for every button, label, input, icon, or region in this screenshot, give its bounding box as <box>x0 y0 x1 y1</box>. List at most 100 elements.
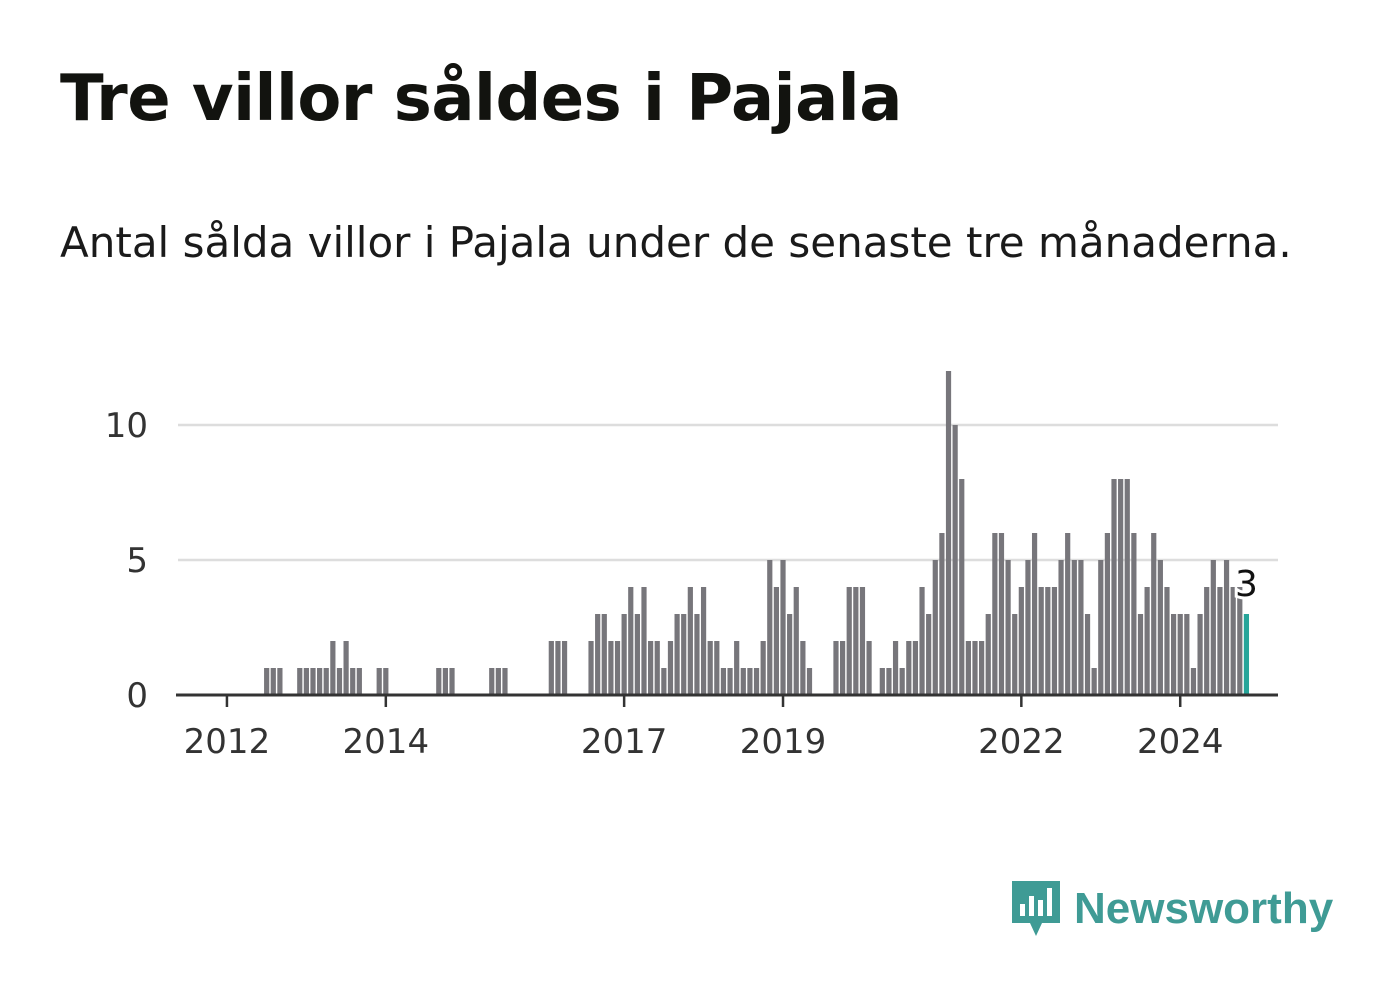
bar <box>985 614 991 695</box>
bar <box>926 614 932 695</box>
bar <box>1058 560 1064 695</box>
newsworthy-logo-icon <box>1012 881 1060 936</box>
brand-name: Newsworthy <box>1074 884 1334 933</box>
bar <box>906 641 912 695</box>
bar <box>1157 560 1163 695</box>
bar <box>992 533 998 695</box>
bar <box>1184 614 1190 695</box>
bar <box>899 668 905 695</box>
bar <box>654 641 660 695</box>
y-tick-label: 10 <box>105 406 148 446</box>
bar <box>932 560 938 695</box>
bar <box>561 641 568 695</box>
brand-logo: Newsworthy <box>1010 878 1333 940</box>
bar <box>1045 587 1051 695</box>
bar <box>621 614 627 695</box>
bar <box>773 587 779 695</box>
bar <box>317 668 323 695</box>
y-tick-label: 0 <box>126 676 148 716</box>
bar <box>614 641 621 695</box>
bar <box>297 668 303 695</box>
bar <box>1217 587 1223 695</box>
bar <box>264 668 270 695</box>
bar <box>687 587 693 695</box>
bar <box>1210 560 1216 695</box>
bar <box>780 560 786 695</box>
bar <box>859 587 866 695</box>
bar <box>330 641 336 695</box>
bar <box>588 641 594 695</box>
bar <box>760 641 766 695</box>
bar <box>700 587 707 695</box>
bar <box>1031 533 1038 695</box>
bar <box>1065 533 1071 695</box>
bar <box>674 614 680 695</box>
x-tick-label: 2024 <box>1137 722 1224 762</box>
bar <box>1151 533 1157 695</box>
bar <box>648 641 654 695</box>
bar <box>1223 560 1230 695</box>
x-tick-label: 2019 <box>740 722 827 762</box>
bar <box>376 668 382 695</box>
bar <box>1005 560 1011 695</box>
bar <box>1084 614 1091 695</box>
bar <box>694 614 700 695</box>
bar <box>1204 587 1210 695</box>
bar <box>495 668 501 695</box>
bar <box>641 587 647 695</box>
bar <box>1230 587 1236 695</box>
bar <box>727 668 733 695</box>
bar <box>720 668 727 695</box>
bar <box>681 614 687 695</box>
bar <box>806 668 813 695</box>
bar <box>952 425 958 695</box>
bar <box>634 614 640 695</box>
bar <box>628 587 634 695</box>
bar <box>879 668 885 695</box>
bar <box>714 641 720 695</box>
bar <box>939 533 945 695</box>
bar <box>270 668 276 695</box>
bar <box>1018 587 1024 695</box>
bar <box>277 668 283 695</box>
bar <box>972 641 978 695</box>
bar <box>323 668 329 695</box>
bar <box>753 668 760 695</box>
bar <box>1098 560 1104 695</box>
bar <box>846 587 852 695</box>
chart-subtitle: Antal sålda villor i Pajala under de sen… <box>60 218 1292 267</box>
bar <box>1025 560 1031 695</box>
bar <box>734 641 740 695</box>
bar <box>998 533 1005 695</box>
bar <box>356 668 362 695</box>
bar <box>919 587 925 695</box>
bar <box>1078 560 1084 695</box>
bar <box>892 641 899 695</box>
bar <box>707 641 713 695</box>
bar <box>1197 614 1203 695</box>
bar <box>436 668 442 695</box>
bar <box>1091 668 1097 695</box>
bar <box>965 641 971 695</box>
bar <box>866 641 872 695</box>
bar <box>1190 668 1197 695</box>
bar <box>740 668 746 695</box>
bar <box>1071 560 1077 695</box>
bar <box>853 587 859 695</box>
bar <box>343 641 349 695</box>
bar <box>489 668 495 695</box>
chart-title: Tre villor såldes i Pajala <box>60 62 902 136</box>
bar <box>442 668 448 695</box>
bar <box>833 641 839 695</box>
bar <box>555 641 561 695</box>
bar <box>767 560 773 695</box>
bar <box>1111 479 1117 695</box>
bar <box>310 668 316 695</box>
bar <box>608 641 614 695</box>
bar <box>979 641 985 695</box>
x-tick-label: 2022 <box>978 722 1065 762</box>
bar <box>449 668 455 695</box>
bar <box>959 479 965 695</box>
y-tick-label: 5 <box>126 541 148 581</box>
